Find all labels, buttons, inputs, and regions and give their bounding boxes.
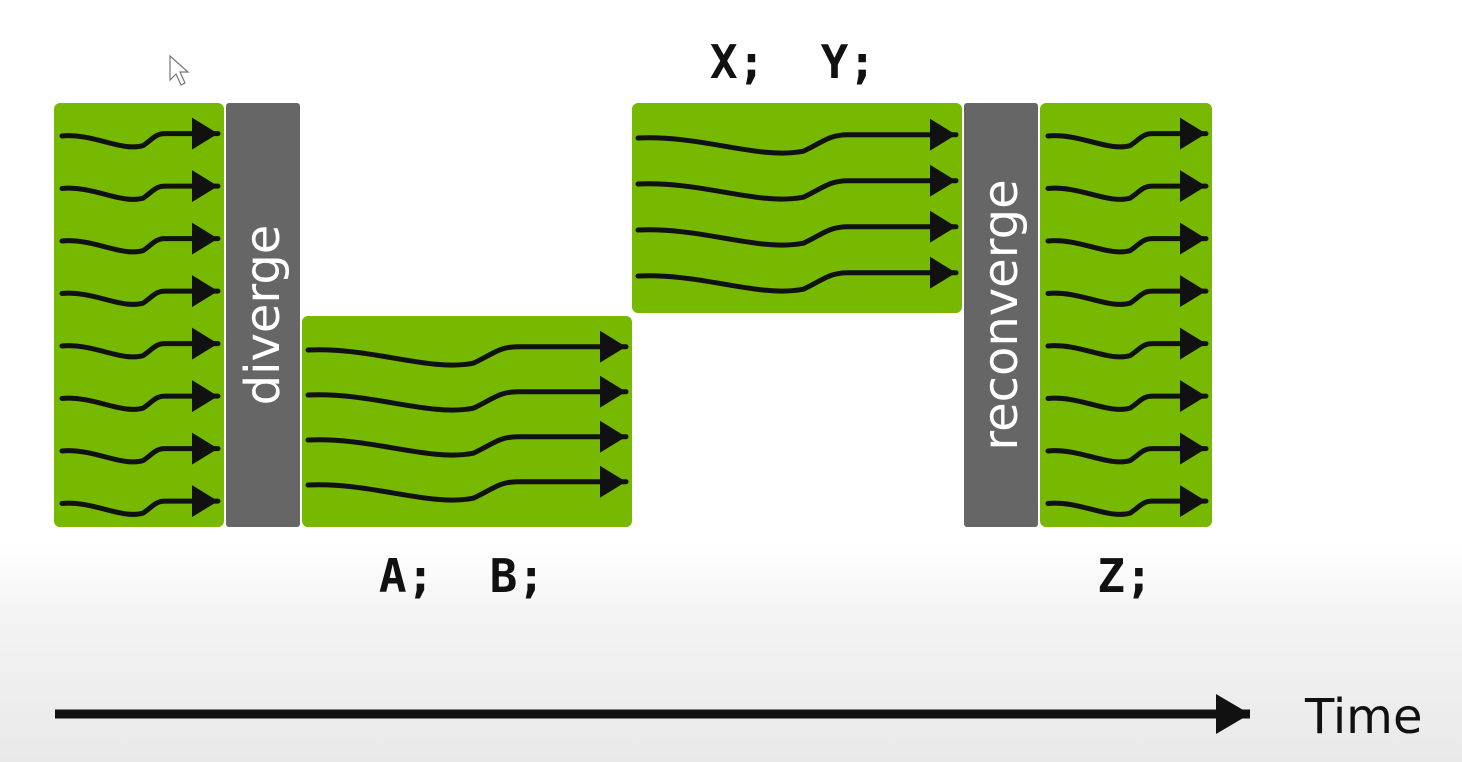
block-before-divergence xyxy=(54,103,224,527)
thread-arrow xyxy=(59,380,221,413)
thread-arrow xyxy=(305,375,629,413)
diverge-label: diverge xyxy=(235,225,291,406)
thread-arrow xyxy=(305,420,629,458)
thread-arrow xyxy=(59,117,221,150)
thread-arrow xyxy=(635,164,959,202)
thread-arrow xyxy=(59,170,221,203)
threads-branch-b xyxy=(635,118,959,294)
thread-arrow xyxy=(59,275,221,308)
time-label: Time xyxy=(1304,689,1422,745)
threads-after-reconvergence xyxy=(1045,117,1209,518)
thread-arrow xyxy=(305,465,629,503)
diverge-bar xyxy=(226,103,300,527)
thread-arrow xyxy=(1045,275,1209,308)
thread-arrow xyxy=(59,432,221,465)
block-branch-a xyxy=(302,316,632,527)
block-branch-b xyxy=(632,103,962,313)
threads-before-divergence xyxy=(59,117,221,518)
thread-arrow xyxy=(59,327,221,360)
mouse-cursor-icon xyxy=(169,54,190,86)
thread-arrow xyxy=(1045,485,1209,518)
block-after-reconvergence xyxy=(1040,103,1212,527)
thread-arrow xyxy=(59,485,221,518)
thread-arrow xyxy=(635,256,959,294)
thread-arrow xyxy=(59,222,221,255)
thread-arrow xyxy=(1045,170,1209,203)
thread-arrow xyxy=(635,118,959,156)
reconverge-label: reconverge xyxy=(973,179,1029,450)
branch-b-code-label: X; Y; xyxy=(710,35,876,89)
thread-arrow xyxy=(1045,380,1209,413)
reconverge-bar xyxy=(964,103,1038,527)
thread-arrow xyxy=(1045,222,1209,255)
thread-arrow xyxy=(1045,432,1209,465)
branch-a-code-label: A; B; xyxy=(379,549,545,603)
thread-arrow xyxy=(1045,327,1209,360)
threads-branch-a xyxy=(305,330,629,503)
thread-arrow xyxy=(1045,117,1209,150)
after-code-label: Z; xyxy=(1097,549,1152,603)
thread-arrow xyxy=(305,330,629,368)
thread-arrow xyxy=(635,210,959,248)
